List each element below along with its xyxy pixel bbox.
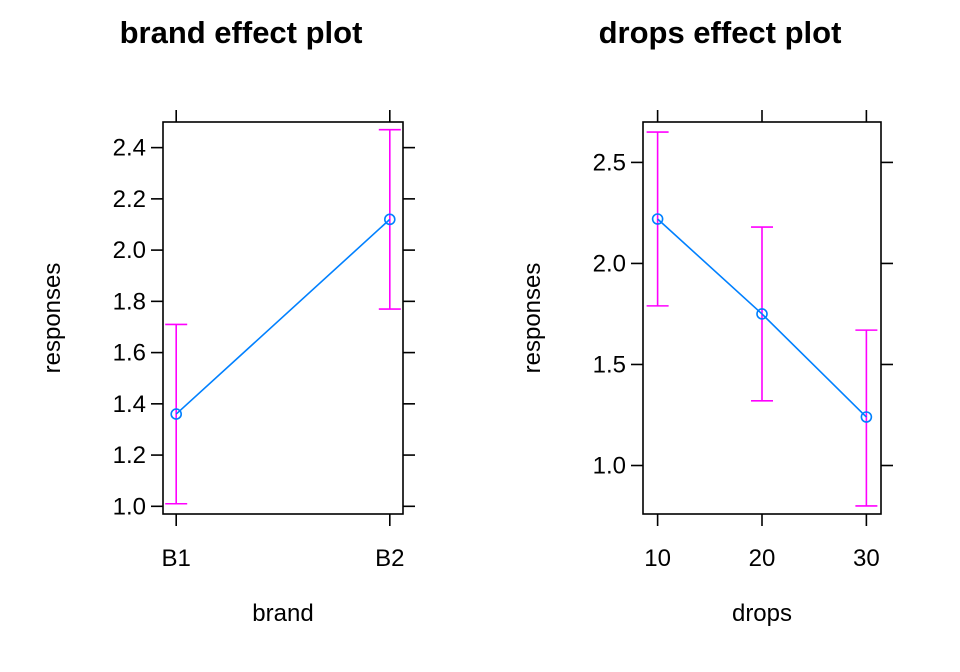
x-tick-label: B1 [162, 545, 191, 572]
y-tick-label: 2.2 [113, 186, 146, 213]
plot-frame [162, 121, 404, 515]
fit-line [175, 218, 391, 415]
y-tick-label: 1.6 [113, 340, 146, 367]
x-tick-label: 20 [749, 545, 776, 572]
y-tick-label: 2.5 [593, 149, 626, 176]
y-tick-label: 1.0 [593, 453, 626, 480]
x-axis-label: drops [732, 600, 792, 627]
y-axis: 1.0 1.2 1.4 1.6 1.8 2.0 2.2 2.4 [113, 135, 415, 520]
y-tick-label: 2.0 [593, 250, 626, 277]
y-axis: 1.0 1.5 2.0 2.5 [593, 149, 893, 480]
x-axis-label: brand [252, 600, 313, 627]
brand-effect-panel: brand effect plot 1.0 1.2 1.4 1.6 1.8 2.0 2.2 2… [39, 15, 415, 627]
fit-line [657, 218, 867, 418]
points-group [651, 213, 873, 423]
x-tick-label: 30 [853, 545, 880, 572]
fit-line-group [657, 218, 867, 418]
data-point [756, 308, 768, 320]
data-point [860, 411, 873, 423]
x-tick-label: 10 [644, 545, 671, 572]
x-axis: B1 B2 [162, 110, 404, 572]
y-tick-label: 1.5 [593, 351, 626, 378]
y-axis-label: responses [519, 263, 546, 374]
points-group [170, 213, 396, 420]
y-tick-label: 1.2 [113, 442, 146, 469]
y-axis-label: responses [39, 263, 66, 374]
x-axis: 10 20 30 [644, 110, 880, 572]
data-point [383, 213, 396, 226]
data-point [170, 408, 182, 420]
data-point [651, 213, 664, 225]
x-tick-label: B2 [375, 545, 404, 572]
drops-effect-panel: drops effect plot 1.0 1.5 2.0 2.5 10 20 30 dr… [519, 15, 893, 627]
y-tick-label: 1.4 [113, 391, 146, 418]
panel-title: drops effect plot [599, 15, 842, 50]
y-tick-label: 2.0 [113, 237, 146, 264]
panel-title: brand effect plot [120, 15, 363, 50]
y-tick-label: 1.0 [113, 493, 146, 520]
y-tick-label: 1.8 [113, 288, 146, 315]
fit-line-group [175, 218, 391, 415]
y-tick-label: 2.4 [113, 135, 146, 162]
